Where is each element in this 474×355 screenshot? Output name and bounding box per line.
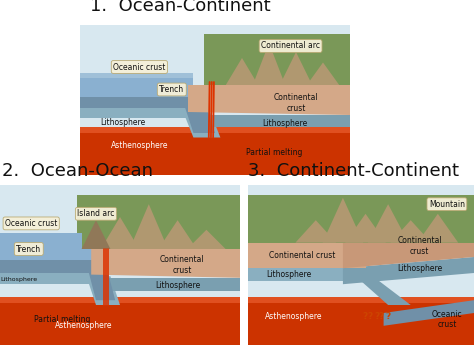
Text: ?: ? xyxy=(363,312,368,321)
Text: Lithosphere: Lithosphere xyxy=(0,277,38,282)
Text: 3.  Continent-Continent: 3. Continent-Continent xyxy=(248,162,459,180)
Polygon shape xyxy=(0,300,240,345)
Polygon shape xyxy=(91,249,240,278)
Polygon shape xyxy=(158,220,197,249)
Polygon shape xyxy=(193,115,350,127)
Polygon shape xyxy=(96,278,240,291)
Text: ?: ? xyxy=(379,312,384,321)
Text: ?: ? xyxy=(374,312,380,321)
Polygon shape xyxy=(0,233,96,260)
Bar xyxy=(0,185,240,345)
Text: Lithosphere: Lithosphere xyxy=(155,281,200,290)
Text: Oceanic
crust: Oceanic crust xyxy=(431,310,462,329)
Polygon shape xyxy=(77,195,240,249)
Text: Continental
crust: Continental crust xyxy=(273,93,319,113)
Text: Oceanic crust: Oceanic crust xyxy=(5,219,57,228)
Polygon shape xyxy=(418,214,458,242)
Bar xyxy=(248,185,474,345)
Text: Partial melting: Partial melting xyxy=(246,148,302,157)
Text: Continental crust: Continental crust xyxy=(269,251,336,260)
Text: Oceanic crust: Oceanic crust xyxy=(113,62,165,71)
Polygon shape xyxy=(82,220,110,249)
Polygon shape xyxy=(0,297,240,304)
Polygon shape xyxy=(248,195,474,242)
Polygon shape xyxy=(323,198,363,242)
Text: ?: ? xyxy=(367,312,373,321)
Polygon shape xyxy=(295,220,336,242)
Polygon shape xyxy=(80,97,193,108)
Text: Continental
crust: Continental crust xyxy=(160,255,205,275)
Text: Continental arc: Continental arc xyxy=(261,42,320,50)
Text: Asthenosphere: Asthenosphere xyxy=(264,312,322,321)
Text: Partial melting: Partial melting xyxy=(34,315,91,324)
Polygon shape xyxy=(80,127,350,133)
Polygon shape xyxy=(368,204,409,242)
Polygon shape xyxy=(343,223,474,268)
Polygon shape xyxy=(307,62,339,85)
Polygon shape xyxy=(383,300,474,326)
Polygon shape xyxy=(129,204,168,249)
Polygon shape xyxy=(187,230,226,249)
Polygon shape xyxy=(391,220,431,242)
Text: 1.  Ocean-Continent: 1. Ocean-Continent xyxy=(90,0,271,15)
Polygon shape xyxy=(204,34,350,85)
Text: Lithosphere: Lithosphere xyxy=(263,120,308,129)
Text: Lithosphere: Lithosphere xyxy=(397,264,442,273)
Polygon shape xyxy=(188,85,350,115)
Polygon shape xyxy=(182,110,220,137)
Text: 2.  Ocean-Ocean: 2. Ocean-Ocean xyxy=(2,162,153,180)
Polygon shape xyxy=(280,52,312,85)
Polygon shape xyxy=(343,257,474,284)
Text: ?: ? xyxy=(385,312,391,321)
Polygon shape xyxy=(80,73,193,77)
Polygon shape xyxy=(361,281,410,305)
Text: Island arc: Island arc xyxy=(77,209,115,218)
Bar xyxy=(80,25,350,175)
Text: Trench: Trench xyxy=(16,245,41,253)
Text: Lithosphere: Lithosphere xyxy=(266,270,311,279)
Text: Mountain: Mountain xyxy=(429,200,465,209)
Polygon shape xyxy=(101,217,139,249)
Polygon shape xyxy=(80,73,193,97)
Text: Continental
crust: Continental crust xyxy=(397,236,442,256)
Polygon shape xyxy=(248,297,474,304)
Polygon shape xyxy=(345,214,386,242)
Polygon shape xyxy=(248,300,474,345)
Polygon shape xyxy=(248,242,365,268)
Text: Asthenosphere: Asthenosphere xyxy=(110,141,168,149)
Polygon shape xyxy=(80,133,350,175)
Text: Lithosphere: Lithosphere xyxy=(100,118,146,127)
Polygon shape xyxy=(248,268,361,281)
Text: Trench: Trench xyxy=(159,85,184,94)
Polygon shape xyxy=(86,276,120,305)
Polygon shape xyxy=(253,43,285,85)
Polygon shape xyxy=(226,58,258,85)
Text: Asthenosphere: Asthenosphere xyxy=(55,321,113,330)
Polygon shape xyxy=(86,263,115,300)
Polygon shape xyxy=(0,273,96,284)
Polygon shape xyxy=(0,233,96,238)
Polygon shape xyxy=(0,233,82,249)
Polygon shape xyxy=(80,108,193,118)
Polygon shape xyxy=(0,260,96,273)
Polygon shape xyxy=(182,100,215,133)
